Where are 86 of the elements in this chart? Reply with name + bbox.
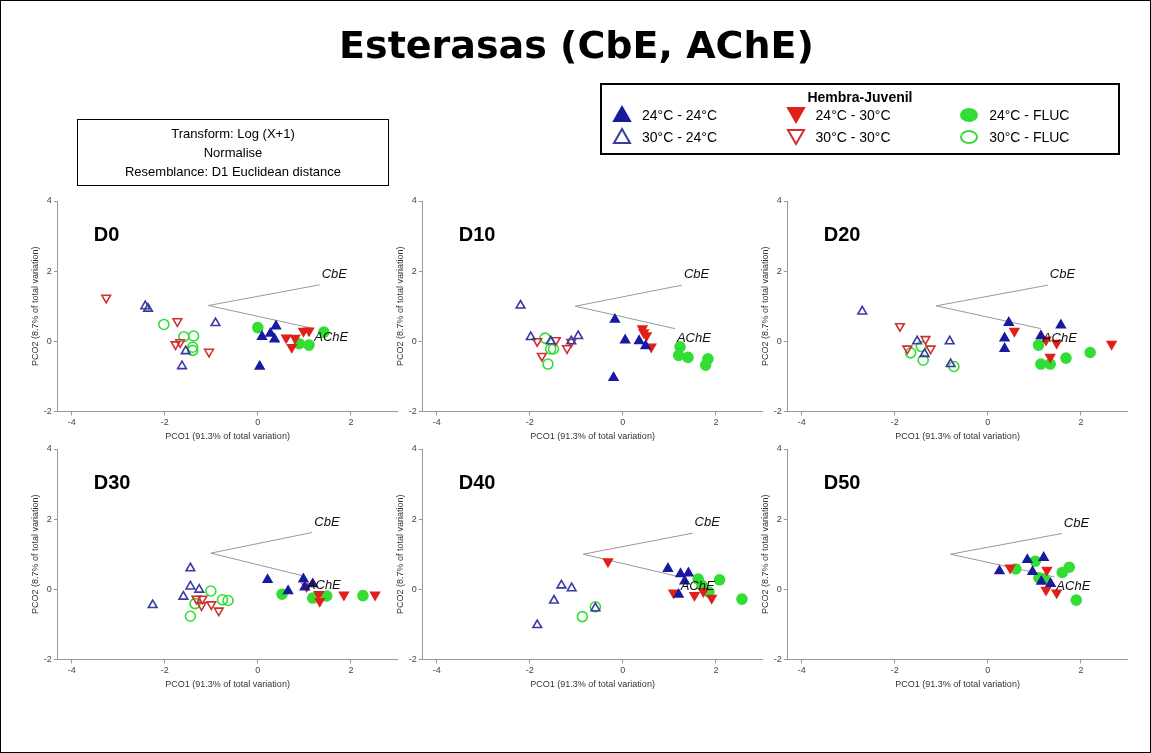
- x-tick-label: -4: [67, 417, 76, 428]
- legend-label: 30°C - 24°C: [642, 129, 718, 145]
- legend-label: 24°C - 30°C: [815, 107, 891, 123]
- annotation: CbE: [683, 266, 710, 282]
- x-tick-label: 2: [348, 417, 354, 428]
- x-tick-label: -4: [432, 417, 441, 428]
- x-tick-label: -4: [797, 417, 806, 428]
- y-axis-title: PCO2 (8.7% of total variation): [394, 246, 405, 366]
- x-tick-label: 2: [713, 417, 719, 428]
- text: D50: [823, 470, 861, 493]
- legend-label: 30°C - FLUC: [989, 129, 1070, 145]
- y-tick-label: 2: [46, 265, 52, 276]
- text: D20: [823, 222, 861, 245]
- text: D0: [93, 222, 120, 245]
- x-tick-label: 0: [985, 417, 991, 428]
- y-tick-label: 4: [46, 195, 52, 206]
- y-tick-label: 4: [776, 443, 782, 454]
- annotation: AChE: [1055, 578, 1091, 594]
- x-axis-title: PCO1 (91.3% of total variation): [165, 679, 290, 690]
- y-axis-title: PCO2 (8.7% of total variation): [29, 494, 40, 614]
- y-tick-label: 0: [411, 335, 417, 346]
- x-axis-title: PCO1 (91.3% of total variation): [895, 679, 1020, 690]
- annotation: CbE: [1049, 266, 1076, 282]
- x-tick-label: 2: [713, 665, 719, 676]
- y-axis-title: PCO2 (8.7% of total variation): [394, 494, 405, 614]
- x-tick-label: 0: [985, 665, 991, 676]
- y-tick-label: 0: [776, 335, 782, 346]
- text: Resemblance: D1 Euclidean distance: [123, 163, 343, 181]
- y-tick-label: 4: [411, 443, 417, 454]
- y-axis-title: PCO2 (8.7% of total variation): [759, 494, 770, 614]
- y-tick-label: -2: [773, 405, 782, 416]
- y-tick-label: -2: [408, 653, 417, 664]
- y-tick-label: 2: [411, 513, 417, 524]
- y-tick-label: 0: [46, 335, 52, 346]
- legend-label: 24°C - 24°C: [642, 107, 718, 123]
- x-tick-label: 0: [620, 417, 626, 428]
- x-tick-label: -2: [525, 417, 534, 428]
- y-tick-label: 2: [411, 265, 417, 276]
- y-axis-title: PCO2 (8.7% of total variation): [759, 246, 770, 366]
- y-tick-label: 4: [776, 195, 782, 206]
- x-axis-title: PCO1 (91.3% of total variation): [530, 679, 655, 690]
- x-tick-label: 0: [255, 665, 261, 676]
- annotation: CbE: [321, 265, 348, 281]
- x-axis-title: PCO1 (91.3% of total variation): [530, 431, 655, 442]
- y-tick-label: 4: [411, 195, 417, 206]
- y-tick-label: -2: [43, 405, 52, 416]
- annotation: AChE: [675, 329, 712, 345]
- y-tick-label: -2: [43, 653, 52, 664]
- text: D40: [458, 470, 496, 493]
- x-axis-title: PCO1 (91.3% of total variation): [895, 431, 1020, 442]
- x-tick-label: 2: [348, 665, 354, 676]
- y-axis-title: PCO2 (8.7% of total variation): [29, 246, 40, 366]
- x-tick-label: 0: [620, 665, 626, 676]
- x-tick-label: -4: [432, 665, 441, 676]
- x-tick-label: -4: [797, 665, 806, 676]
- text: D10: [458, 222, 496, 245]
- annotation: CbE: [694, 514, 721, 530]
- x-axis-title: PCO1 (91.3% of total variation): [165, 431, 290, 442]
- x-tick-label: -2: [890, 665, 899, 676]
- x-tick-label: -2: [160, 665, 169, 676]
- y-tick-label: 2: [46, 513, 52, 524]
- annotation: AChE: [313, 329, 349, 345]
- text: Esterasas (CbE, AChE): [338, 23, 815, 67]
- y-tick-label: 0: [46, 583, 52, 594]
- x-tick-label: 2: [1078, 417, 1084, 428]
- legend-label: 30°C - 30°C: [815, 129, 891, 145]
- x-tick-label: 2: [1078, 665, 1084, 676]
- y-tick-label: -2: [408, 405, 417, 416]
- legend-label: 24°C - FLUC: [989, 107, 1070, 123]
- y-tick-label: 0: [411, 583, 417, 594]
- x-tick-label: -2: [525, 665, 534, 676]
- x-tick-label: -2: [160, 417, 169, 428]
- x-tick-label: -4: [67, 665, 76, 676]
- text: D30: [93, 470, 131, 493]
- annotation: CbE: [314, 513, 340, 529]
- y-tick-label: -2: [773, 653, 782, 664]
- y-tick-label: 2: [776, 513, 782, 524]
- legend-title: Hembra-Juvenil: [806, 89, 914, 105]
- text: Transform: Log (X+1): [170, 125, 296, 143]
- y-tick-label: 2: [776, 265, 782, 276]
- y-tick-label: 0: [776, 583, 782, 594]
- text: Normalise: [202, 144, 264, 162]
- x-tick-label: -2: [890, 417, 899, 428]
- y-tick-label: 4: [46, 443, 52, 454]
- annotation: CbE: [1063, 514, 1090, 530]
- x-tick-label: 0: [255, 417, 261, 428]
